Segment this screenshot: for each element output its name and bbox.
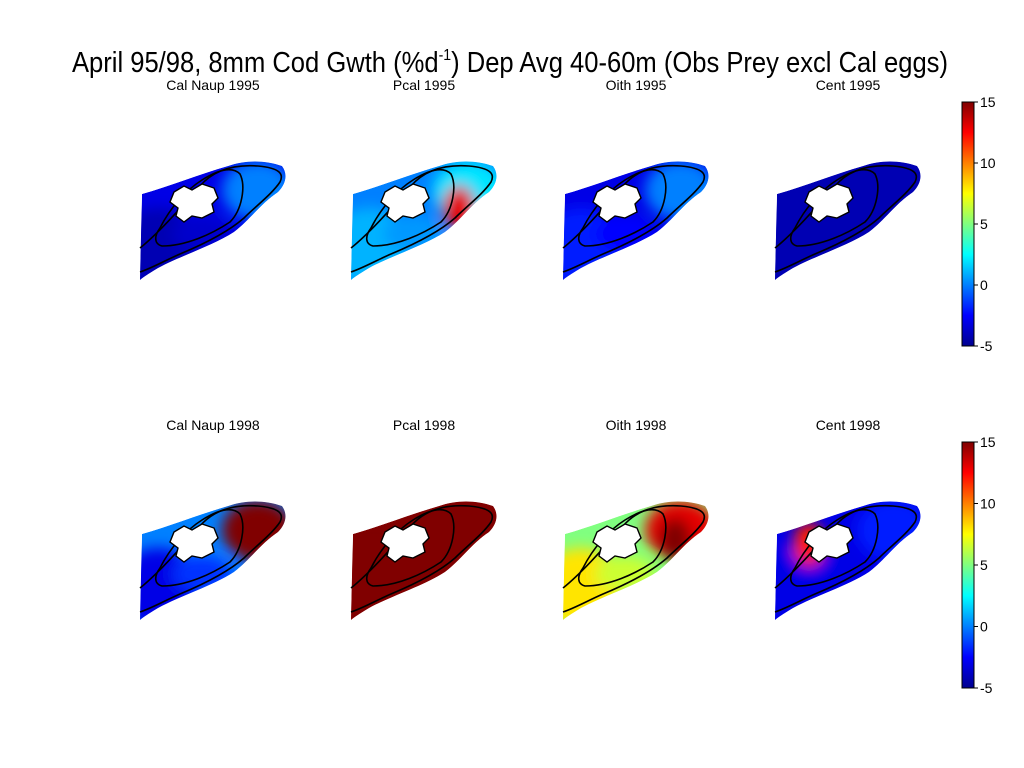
panel-title: Pcal 1998 xyxy=(393,417,455,433)
panel-cent-1995: Cent 1995 xyxy=(774,77,921,280)
land-mask xyxy=(592,183,642,223)
depth-contour-inner xyxy=(577,508,667,587)
depth-contour-inner xyxy=(365,508,455,587)
colorbar-tick-label: 5 xyxy=(980,216,988,232)
colorbar-tick-label: 0 xyxy=(980,619,988,635)
colorbar-tick-label: 10 xyxy=(980,155,996,171)
panel-title: Cent 1998 xyxy=(816,417,881,433)
panel-pcal-1995: Pcal 1995 xyxy=(350,77,497,280)
depth-contour-inner xyxy=(789,168,879,247)
panel-oith-1995: Oith 1995 xyxy=(562,77,709,280)
heatmap-field xyxy=(563,161,709,280)
heatmap-cell-south xyxy=(595,216,655,252)
colorbar-tick-label: 10 xyxy=(980,496,996,512)
panel-pcal-1998: Pcal 1998 xyxy=(350,417,497,620)
heatmap-cell-east xyxy=(857,501,921,560)
heatmap-cell-east xyxy=(857,161,921,220)
map-panels: Cal Naup 1995 Pcal 1995 Oith 1995 Cent 1995… xyxy=(139,77,921,620)
colorbar-tick-label: 5 xyxy=(980,557,988,573)
colorbar-tick-label: 15 xyxy=(980,434,996,450)
heatmap-cell-east xyxy=(645,161,709,220)
land-mask xyxy=(169,523,219,563)
figure-title: April 95/98, 8mm Cod Gwth (%d-1) Dep Avg… xyxy=(72,47,948,79)
heatmap-cell-south xyxy=(383,556,443,592)
colorbar-scale xyxy=(961,441,975,689)
depth-contour-inner xyxy=(154,508,244,587)
panel-cal-naup-1995: Cal Naup 1995 xyxy=(139,77,286,280)
heatmap-cell-south xyxy=(807,216,867,252)
heatmap-field xyxy=(775,501,921,620)
panel-title: Pcal 1995 xyxy=(393,77,455,93)
heatmap-field xyxy=(351,501,497,620)
colorbar-scale xyxy=(961,101,975,347)
heatmap-field xyxy=(775,161,921,280)
land-mask xyxy=(380,523,430,563)
colorbar-tick-label: 0 xyxy=(980,277,988,293)
colorbar-1: 15 10 5 0 -5 xyxy=(961,94,996,354)
panel-title: Cal Naup 1998 xyxy=(166,417,260,433)
land-mask xyxy=(380,183,430,223)
land-mask xyxy=(804,523,854,563)
heatmap-cell-south xyxy=(595,556,655,592)
heatmap-field xyxy=(563,501,709,620)
panel-title: Oith 1995 xyxy=(606,77,667,93)
panel-oith-1998: Oith 1998 xyxy=(562,417,709,620)
heatmap-cell-south xyxy=(172,556,232,592)
depth-contour-inner xyxy=(154,168,244,247)
heatmap-field xyxy=(140,501,286,620)
colorbar-tick-label: 15 xyxy=(980,94,996,110)
panel-cal-naup-1998: Cal Naup 1998 xyxy=(139,417,286,620)
colorbar-tick-label: -5 xyxy=(980,680,993,696)
figure-title-pre: April 95/98, 8mm Cod Gwth (%d xyxy=(72,47,439,79)
heatmap-cell-south xyxy=(172,216,232,252)
heatmap-field xyxy=(351,161,497,280)
figure-title-sup: -1 xyxy=(439,47,452,64)
depth-contour-inner xyxy=(789,508,879,587)
panel-title: Cal Naup 1995 xyxy=(166,77,260,93)
land-mask xyxy=(804,183,854,223)
heatmap-field xyxy=(140,161,286,280)
colorbars: 15 10 5 0 -5 15 10 5 0 -5 xyxy=(961,94,996,696)
land-mask xyxy=(592,523,642,563)
colorbar-tick-label: -5 xyxy=(980,338,993,354)
heatmap-cell-south xyxy=(383,216,443,252)
colorbar-2: 15 10 5 0 -5 xyxy=(961,434,996,696)
depth-contour-inner xyxy=(365,168,455,247)
panel-cent-1998: Cent 1998 xyxy=(774,417,921,620)
panel-title: Oith 1998 xyxy=(606,417,667,433)
heatmap-cell-east xyxy=(222,161,286,220)
depth-contour-inner xyxy=(577,168,667,247)
panel-title: Cent 1995 xyxy=(816,77,881,93)
land-mask xyxy=(169,183,219,223)
figure-title-post: ) Dep Avg 40-60m (Obs Prey excl Cal eggs… xyxy=(451,47,948,79)
